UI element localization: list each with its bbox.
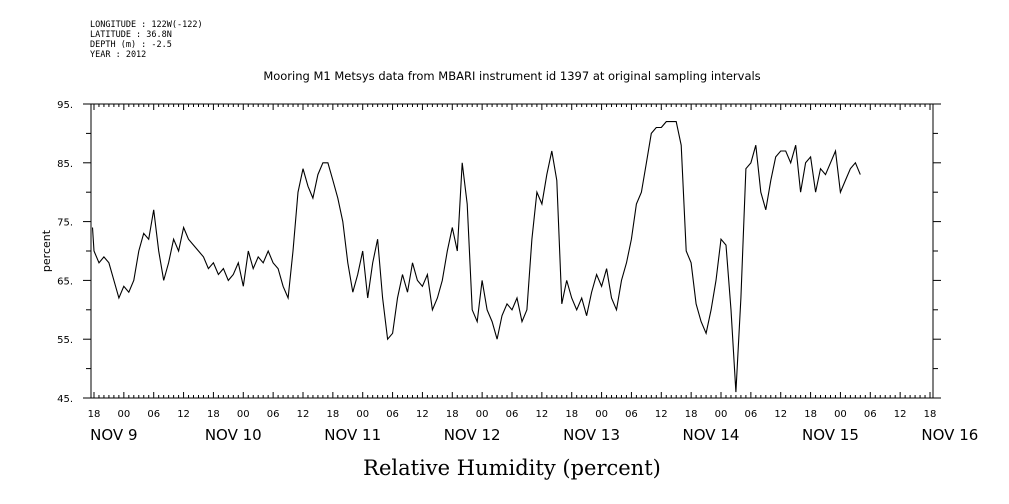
- x-tick-label: 18: [804, 409, 817, 420]
- x-tick-label: 12: [297, 409, 310, 420]
- x-tick-label: 18: [565, 409, 578, 420]
- x-tick-label: 18: [685, 409, 698, 420]
- x-tick-label: 12: [177, 409, 190, 420]
- y-tick-label: 55.: [57, 335, 73, 346]
- y-tick-label: 75.: [57, 218, 73, 229]
- y-tick-label: 95.: [57, 100, 73, 111]
- x-tick-label: 06: [267, 409, 280, 420]
- axis-ticks: [83, 103, 941, 399]
- x-tick-label: 00: [356, 409, 369, 420]
- x-tick-label: 00: [237, 409, 250, 420]
- latitude-text: LATITUDE : 36.8N: [90, 30, 172, 40]
- x-tick-label: 06: [864, 409, 877, 420]
- x-day-label: NOV 16: [921, 426, 978, 444]
- x-day-label: NOV 15: [802, 426, 859, 444]
- x-tick-label: 18: [446, 409, 459, 420]
- y-tick-label: 45.: [57, 394, 73, 405]
- x-day-label: NOV 11: [324, 426, 381, 444]
- x-tick-label: 00: [715, 409, 728, 420]
- series-line-relative-humidity: [91, 121, 861, 393]
- chart-subtitle: Relative Humidity (percent): [363, 456, 661, 480]
- y-tick-label: 85.: [57, 159, 73, 170]
- x-day-label: NOV 13: [563, 426, 620, 444]
- x-tick-label: 00: [117, 409, 130, 420]
- x-tick-label: 06: [147, 409, 160, 420]
- y-tick-label: 65.: [57, 276, 73, 287]
- x-tick-label: 12: [894, 409, 907, 420]
- x-tick-label: 18: [207, 409, 220, 420]
- x-tick-label: 18: [924, 409, 937, 420]
- depth-text: DEPTH (m) : -2.5: [90, 40, 172, 50]
- x-tick-label: 06: [625, 409, 638, 420]
- year-text: YEAR : 2012: [90, 50, 147, 60]
- x-tick-label: 06: [386, 409, 399, 420]
- x-tick-label: 00: [476, 409, 489, 420]
- x-tick-label: 12: [774, 409, 787, 420]
- x-tick-label: 06: [506, 409, 519, 420]
- y-axis-label: percent: [40, 229, 53, 272]
- x-tick-label: 00: [595, 409, 608, 420]
- x-tick-labels: 18 00 06 12 18 00 06 12 18 00 06 12 18 00 06 12 18 00 06 12…: [88, 409, 937, 420]
- x-tick-label: 12: [655, 409, 668, 420]
- x-tick-label: 06: [744, 409, 757, 420]
- x-day-label: NOV 9: [90, 426, 137, 444]
- station-metadata: LONGITUDE : 122W(-122) LATITUDE : 36.8N …: [90, 20, 203, 60]
- x-tick-label: 00: [834, 409, 847, 420]
- x-tick-label: 12: [416, 409, 429, 420]
- longitude-text: LONGITUDE : 122W(-122): [90, 20, 203, 30]
- x-tick-label: 12: [535, 409, 548, 420]
- x-day-label: NOV 12: [444, 426, 501, 444]
- x-day-label: NOV 10: [205, 426, 262, 444]
- y-tick-labels: 95. 85. 75. 65. 55. 45.: [57, 100, 73, 405]
- x-tick-label: 18: [326, 409, 339, 420]
- plot-frame: [90, 103, 934, 399]
- x-day-labels: NOV 9 NOV 10 NOV 11 NOV 12 NOV 13 NOV 14 NOV 1…: [90, 426, 978, 444]
- x-tick-label: 18: [88, 409, 101, 420]
- x-day-label: NOV 14: [683, 426, 740, 444]
- chart-title: Mooring M1 Metsys data from MBARI instru…: [263, 69, 760, 83]
